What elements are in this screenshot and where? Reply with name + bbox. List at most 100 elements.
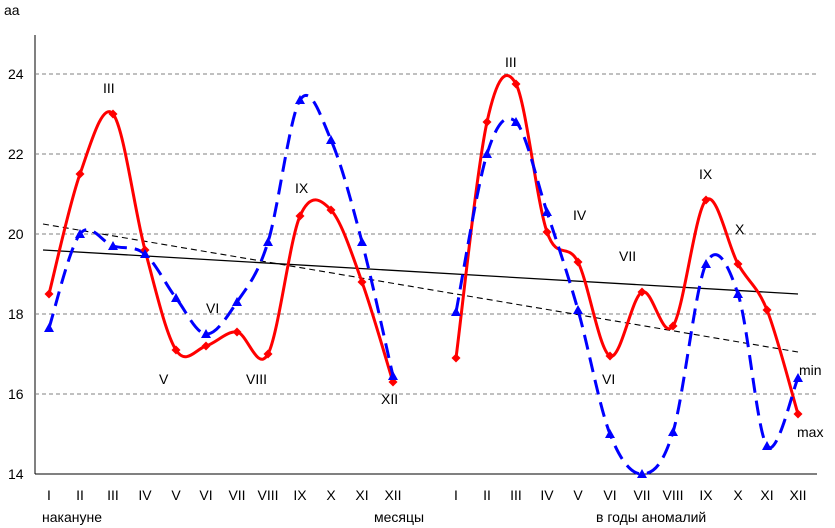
min-point (232, 297, 242, 306)
trend-layer (42, 223, 799, 353)
max-point (44, 289, 54, 299)
min-point (201, 329, 211, 338)
min-point (388, 371, 398, 380)
max-point (295, 211, 305, 221)
annotation-label: min (799, 362, 822, 378)
min-point (542, 207, 552, 216)
max-series-line (47, 110, 395, 383)
x-tick-label: XI (760, 487, 773, 503)
min-point (701, 259, 711, 268)
annotation-label: VI (206, 300, 219, 316)
max-point (733, 259, 743, 269)
min-series-line (454, 116, 800, 476)
annotation-label: VII (619, 248, 636, 264)
max-point (668, 321, 678, 331)
x-tick-label: V (171, 487, 181, 503)
group-label-before: накануне (42, 509, 102, 525)
trend-max-line (42, 249, 799, 295)
x-tick-label: III (107, 487, 119, 503)
trend-min-line (42, 223, 799, 353)
x-tick-label: I (454, 487, 458, 503)
min-point (171, 293, 181, 302)
min-point (668, 427, 678, 436)
max-point (762, 305, 772, 315)
max-point (605, 351, 615, 361)
min-point (451, 307, 461, 316)
x-tick-label: II (483, 487, 491, 503)
y-tick-label: 24 (8, 66, 24, 82)
min-point (511, 117, 521, 126)
max-point (263, 349, 273, 359)
max-point (637, 287, 647, 297)
annotation-label: IV (573, 207, 587, 223)
x-tick-label: VIII (662, 487, 683, 503)
min-point (295, 95, 305, 104)
min-point (263, 237, 273, 246)
min-point (108, 241, 118, 250)
annotation-label: IX (295, 180, 309, 196)
x-tick-label: I (47, 487, 51, 503)
y-tick-label: 14 (8, 466, 24, 482)
annotation-label: III (505, 54, 517, 70)
y-tick-label: 18 (8, 306, 24, 322)
max-series-line (454, 74, 800, 415)
annotation-label: XII (381, 391, 398, 407)
min-point (326, 135, 336, 144)
annotation-label: V (159, 371, 169, 387)
group-label-anomaly-years: в годы аномалий (596, 509, 706, 525)
x-tick-label: IX (293, 487, 307, 503)
x-tick-label: XI (355, 487, 368, 503)
x-tick-label: VII (633, 487, 650, 503)
grid-layer (35, 73, 817, 395)
x-tick-label: III (510, 487, 522, 503)
min-point (573, 305, 583, 314)
max-point (357, 277, 367, 287)
max-point (326, 205, 336, 215)
x-tick-label: VII (228, 487, 245, 503)
x-tick-label: X (733, 487, 743, 503)
x-tick-labels: I II III IV V VI VII VIII IX X XI XII I … (47, 487, 807, 503)
min-point (637, 469, 647, 478)
max-point (573, 257, 583, 267)
min-point (75, 229, 85, 238)
group-label-months: месяцы (374, 509, 424, 525)
min-point (44, 323, 54, 332)
max-point (201, 341, 211, 351)
x-tick-label: V (573, 487, 583, 503)
y-tick-label: 22 (8, 146, 24, 162)
annotation-label: VI (602, 371, 615, 387)
min-point (482, 149, 492, 158)
min-point (140, 249, 150, 258)
annotations: III VI V VIII IX XII III IV VII VI IX X … (103, 54, 823, 440)
y-axis-label: aa (4, 2, 20, 18)
x-tick-label: IV (138, 487, 152, 503)
max-point (511, 79, 521, 89)
max-point (108, 109, 118, 119)
annotation-label: X (735, 221, 745, 237)
x-tick-label: VIII (257, 487, 278, 503)
max-point (701, 195, 711, 205)
max-point (171, 345, 181, 355)
x-tick-label: IX (699, 487, 713, 503)
x-tick-label: XII (789, 487, 806, 503)
max-point (75, 169, 85, 179)
y-tick-label: 16 (8, 386, 24, 402)
x-tick-label: VI (199, 487, 212, 503)
max-point (232, 327, 242, 337)
x-tick-label: VI (603, 487, 616, 503)
series-layer (47, 74, 800, 476)
x-tick-label: XII (384, 487, 401, 503)
min-series-line (47, 93, 395, 377)
min-point (733, 289, 743, 298)
max-point (542, 227, 552, 237)
min-point (357, 237, 367, 246)
x-tick-label: II (76, 487, 84, 503)
max-point (451, 353, 461, 363)
x-tick-label: IV (540, 487, 554, 503)
max-point (482, 117, 492, 127)
y-tick-label: 20 (8, 226, 24, 242)
x-tick-label: X (326, 487, 336, 503)
marker-layer (44, 79, 803, 478)
min-point (762, 441, 772, 450)
